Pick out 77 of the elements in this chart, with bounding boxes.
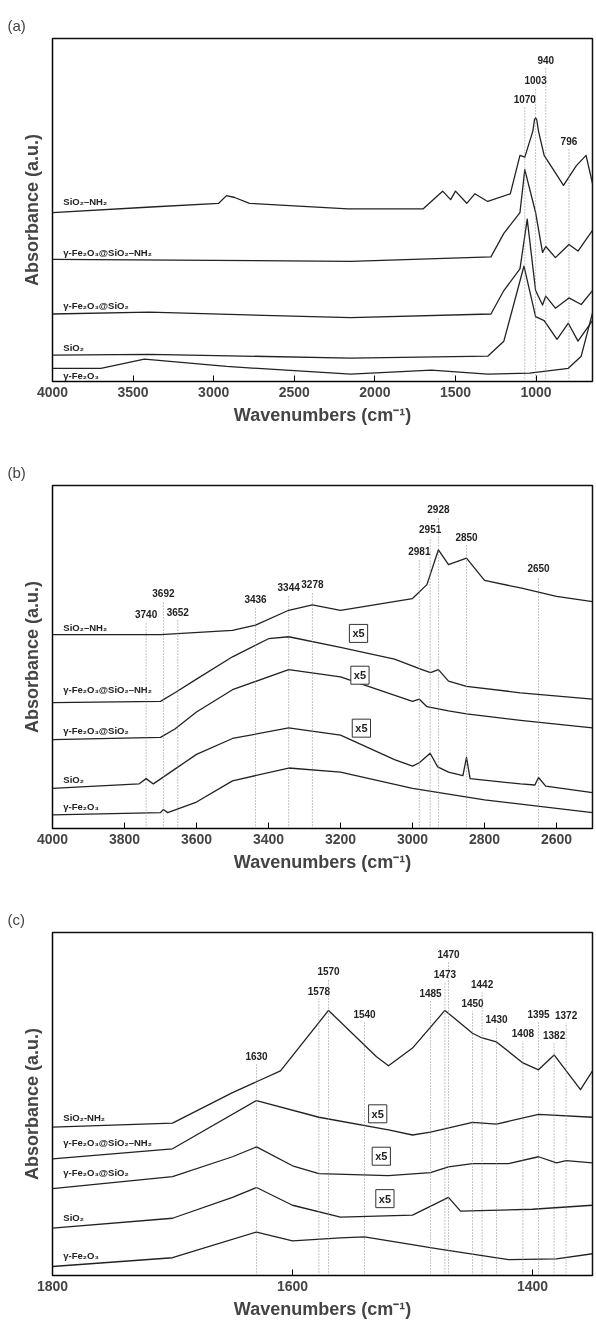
ref-line-label: 1485 — [419, 988, 443, 1000]
annotation: x5 — [352, 627, 365, 640]
x-tick-label: 1600 — [276, 1277, 309, 1294]
ref-line-label: 2928 — [427, 503, 450, 515]
ref-line-label: 1070 — [513, 93, 537, 105]
series-label: γ-Fe₂O₃ — [63, 1249, 99, 1261]
ref-line-label: 3278 — [301, 578, 324, 590]
series-label: γ-Fe₂O₃@SiO₂–NH₂ — [63, 1136, 152, 1148]
x-tick-label: 1400 — [516, 1277, 549, 1294]
x-tick-label: 3200 — [324, 830, 357, 847]
x-tick-label: 4000 — [36, 383, 69, 400]
y-axis-title: Absorbance (a.u.) — [21, 1027, 42, 1181]
chart-title: (a) — [7, 16, 26, 34]
annotation: x5 — [375, 1150, 388, 1163]
annotation: x5 — [378, 1192, 392, 1205]
series-label: SiO₂–NH₂ — [63, 196, 108, 208]
annotation: x5 — [355, 722, 368, 735]
ref-line-label: 1408 — [511, 1028, 535, 1040]
ref-line-label: 1450 — [461, 998, 485, 1010]
annotation: x5 — [371, 1107, 384, 1120]
ref-line-label: 1395 — [527, 1008, 551, 1020]
series-label: SiO₂ — [63, 773, 84, 785]
series-label: γ-Fe₂O₃ — [63, 370, 99, 382]
ref-line-label: 2850 — [455, 532, 479, 544]
x-tick-label: 1500 — [439, 383, 472, 400]
ref-line-label: 1382 — [542, 1029, 566, 1041]
ref-line-label: 3692 — [152, 588, 175, 600]
x-tick-label: 3400 — [252, 830, 285, 847]
x-tick-label: 3800 — [108, 830, 141, 847]
x-tick-label: 2600 — [540, 830, 573, 847]
x-tick-label: 3000 — [198, 383, 230, 400]
series-label: γ-Fe₂O₃ — [63, 801, 99, 813]
series-label: SiO₂–NH₂ — [63, 622, 108, 634]
annotation: x5 — [353, 669, 367, 682]
ref-line-label: 1578 — [307, 985, 331, 997]
x-tick-label: 1800 — [36, 1277, 69, 1294]
x-tick-label: 3500 — [117, 383, 149, 400]
y-axis-title: Absorbance (a.u.) — [21, 133, 42, 287]
ref-line-label: 1570 — [317, 966, 341, 978]
ref-line-label: 1003 — [524, 74, 548, 86]
chart-title: (b) — [7, 463, 26, 481]
series-label: SiO₂ — [63, 1212, 84, 1224]
x-tick-label: 2800 — [468, 830, 501, 847]
series-label: γ-Fe₂O₃@SiO₂–NH₂ — [63, 684, 152, 696]
ref-line-label: 1540 — [353, 1008, 377, 1020]
x-axis-title: Wavenumbers (cm⁻¹) — [233, 1298, 412, 1319]
ref-line-label: 1470 — [437, 949, 461, 961]
ref-line-label: 2650 — [527, 563, 551, 575]
ref-line-label: 3652 — [166, 606, 190, 618]
series-label: γ-Fe₂O₃@SiO₂ — [63, 1167, 129, 1179]
ref-line-label: 3740 — [134, 608, 158, 620]
series-label: γ-Fe₂O₃@SiO₂ — [63, 299, 129, 311]
series-label: γ-Fe₂O₃@SiO₂–NH₂ — [63, 247, 152, 259]
x-tick-label: 2000 — [359, 383, 391, 400]
ref-line-label: 2951 — [419, 524, 442, 536]
x-tick-label: 4000 — [36, 830, 69, 847]
x-tick-label: 2500 — [278, 383, 311, 400]
x-tick-label: 3600 — [180, 830, 213, 847]
ref-line-label: 796 — [560, 135, 578, 147]
ref-line-label: 1442 — [470, 978, 494, 990]
ref-line-label: 1430 — [485, 1013, 509, 1025]
y-axis-title: Absorbance (a.u.) — [21, 580, 42, 734]
series-label: SiO₂ — [63, 342, 84, 354]
x-axis-title: Wavenumbers (cm⁻¹) — [233, 404, 412, 425]
x-tick-label: 3000 — [396, 830, 429, 847]
ref-line-label: 1630 — [245, 1051, 269, 1063]
series-label: γ-Fe₂O₃@SiO₂ — [63, 725, 129, 737]
chart-title: (c) — [7, 910, 25, 928]
ref-line-label: 1372 — [554, 1010, 578, 1022]
ref-line-label: 2981 — [408, 545, 431, 557]
ref-line-label: 940 — [537, 55, 555, 67]
x-tick-label: 1000 — [520, 383, 552, 400]
x-axis-title: Wavenumbers (cm⁻¹) — [233, 851, 412, 872]
ref-line-label: 3436 — [244, 593, 268, 605]
ref-line-label: 3344 — [277, 581, 301, 593]
ref-line-label: 1473 — [433, 968, 457, 980]
series-label: SiO₂-NH₂ — [63, 1112, 105, 1124]
